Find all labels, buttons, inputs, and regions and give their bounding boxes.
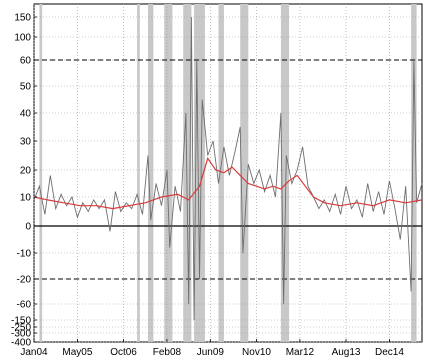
x-tick-label: May05 xyxy=(62,347,92,358)
y-tick-label: -300 xyxy=(11,329,31,340)
x-tick-label: Jan04 xyxy=(20,347,48,358)
y-tick-label: -10 xyxy=(17,249,32,260)
shaded-period xyxy=(411,4,417,342)
shaded-period xyxy=(183,4,192,342)
shaded-period xyxy=(218,4,224,342)
series-line-red xyxy=(33,157,423,210)
y-tick-label: 150 xyxy=(14,13,31,24)
plot-area xyxy=(33,3,423,343)
shaded-period xyxy=(147,4,154,342)
y-tick-label: 60 xyxy=(20,56,32,67)
y-tick-label: 40 xyxy=(20,109,32,120)
y-tick-label: -400 xyxy=(11,338,31,349)
shaded-period xyxy=(194,4,205,342)
y-tick-label: 0 xyxy=(25,222,31,233)
y-tick-label: -60 xyxy=(17,300,32,311)
x-tick-label: Aug13 xyxy=(332,347,361,358)
x-tick-label: Jun09 xyxy=(197,347,225,358)
y-tick-label: 20 xyxy=(20,166,32,177)
shaded-period xyxy=(39,4,43,342)
y-tick-label: 50 xyxy=(20,82,32,93)
series-line-gray xyxy=(33,16,423,321)
y-tick-label: 10 xyxy=(20,193,32,204)
shaded-period xyxy=(137,4,140,342)
y-tick-label: -20 xyxy=(17,275,32,286)
x-tick-label: Oct06 xyxy=(110,347,137,358)
y-tick-label: 30 xyxy=(20,137,32,148)
x-tick-label: Nov10 xyxy=(242,347,271,358)
y-tick-label: -150 xyxy=(11,316,31,327)
y-tick-label: -250 xyxy=(11,323,31,334)
shaded-period xyxy=(240,4,249,342)
x-tick-label: Feb08 xyxy=(153,347,182,358)
y-tick-label: 100 xyxy=(14,33,31,44)
x-tick-label: Mar12 xyxy=(286,347,315,358)
x-tick-label: Dec14 xyxy=(375,347,404,358)
shaded-period xyxy=(164,4,173,342)
shaded-period xyxy=(280,4,290,342)
